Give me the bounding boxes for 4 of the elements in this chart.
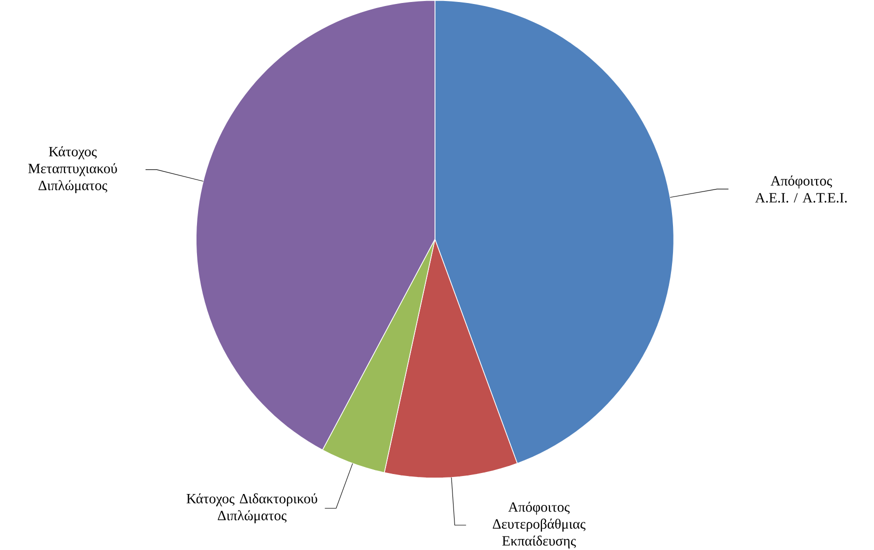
slice-label: Κάτοχος Διδακτορικού Διπλώματος [186,493,318,523]
slice-label: Απόφοιτος Δευτεροβάθμιας Εκπαίδευσης [492,502,586,548]
slice-label: Κάτοχος Μεταπτυχιακού Διπλώματος [28,146,117,193]
slice-label: Απόφοιτος Α.Ε.Ι. / Α.Τ.Ε.Ι. [755,175,847,202]
